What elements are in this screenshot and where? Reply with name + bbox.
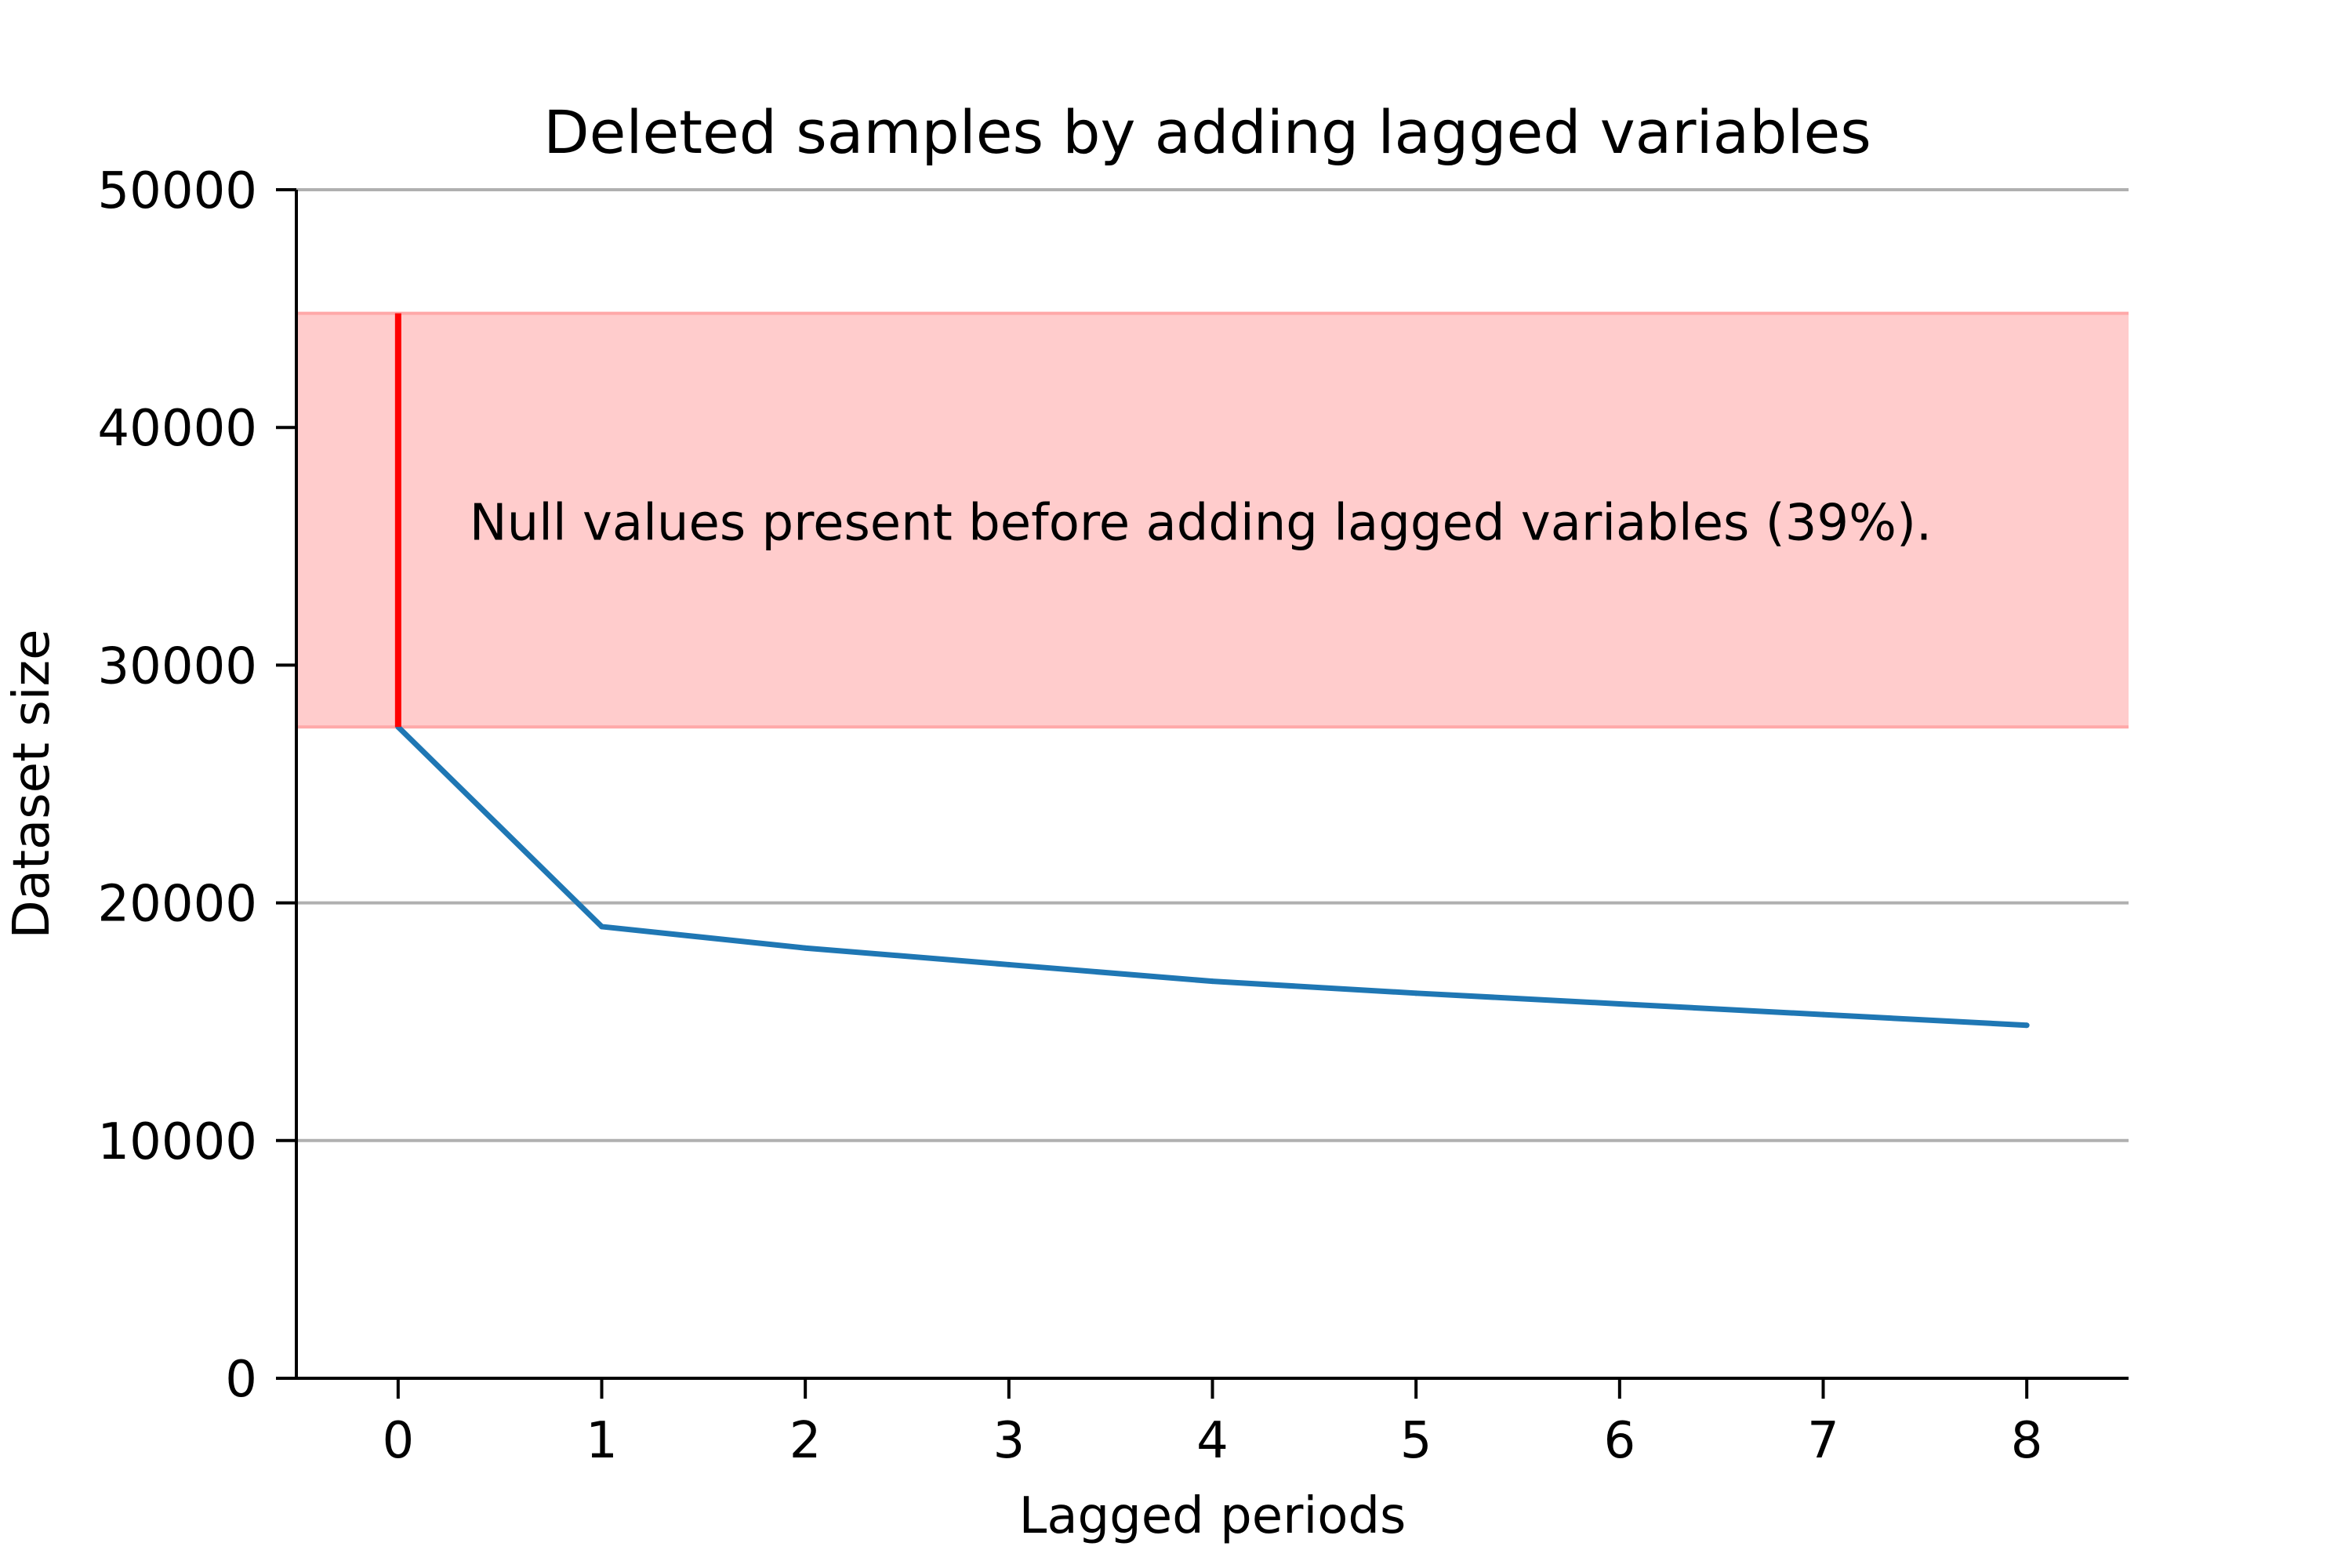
null-values-band	[296, 313, 2129, 728]
x-tick-label-5: 5	[1400, 1412, 1432, 1470]
data-point-7	[1820, 1011, 1826, 1018]
x-tick-label-2: 2	[789, 1412, 822, 1470]
data-point-1	[599, 924, 604, 930]
x-tick-label-4: 4	[1196, 1412, 1229, 1470]
data-point-5	[1413, 990, 1419, 996]
x-tick-label-7: 7	[1807, 1412, 1839, 1470]
x-tick-label-1: 1	[586, 1412, 618, 1470]
x-tick-label-0: 0	[382, 1412, 414, 1470]
data-point-4	[1210, 978, 1215, 985]
y-tick-label-30000: 30000	[97, 637, 257, 695]
y-axis-label: Dataset size	[3, 629, 61, 938]
y-tick-label-40000: 40000	[97, 400, 257, 458]
data-point-8	[2024, 1022, 2030, 1029]
x-axis-ticks: 0 1 2 3 4 5 6 7 8	[382, 1378, 2043, 1470]
x-tick-label-8: 8	[2011, 1412, 2043, 1470]
y-tick-label-50000: 50000	[97, 162, 257, 220]
data-point-2	[802, 945, 808, 951]
null-values-annotation: Null values present before adding lagged…	[470, 494, 1933, 552]
chart-title: Deleted samples by adding lagged variabl…	[543, 97, 1871, 167]
y-tick-label-0: 0	[225, 1351, 257, 1409]
data-point-3	[1006, 961, 1012, 967]
x-axis-label: Lagged periods	[1019, 1487, 1406, 1545]
y-tick-label-10000: 10000	[97, 1113, 257, 1171]
y-tick-label-20000: 20000	[97, 876, 257, 934]
data-point-6	[1617, 1000, 1623, 1007]
y-axis-ticks: 0 10000 20000 30000 40000 50000	[97, 162, 296, 1409]
x-tick-label-3: 3	[993, 1412, 1025, 1470]
x-tick-label-6: 6	[1603, 1412, 1635, 1470]
series-layer	[395, 724, 2030, 1029]
